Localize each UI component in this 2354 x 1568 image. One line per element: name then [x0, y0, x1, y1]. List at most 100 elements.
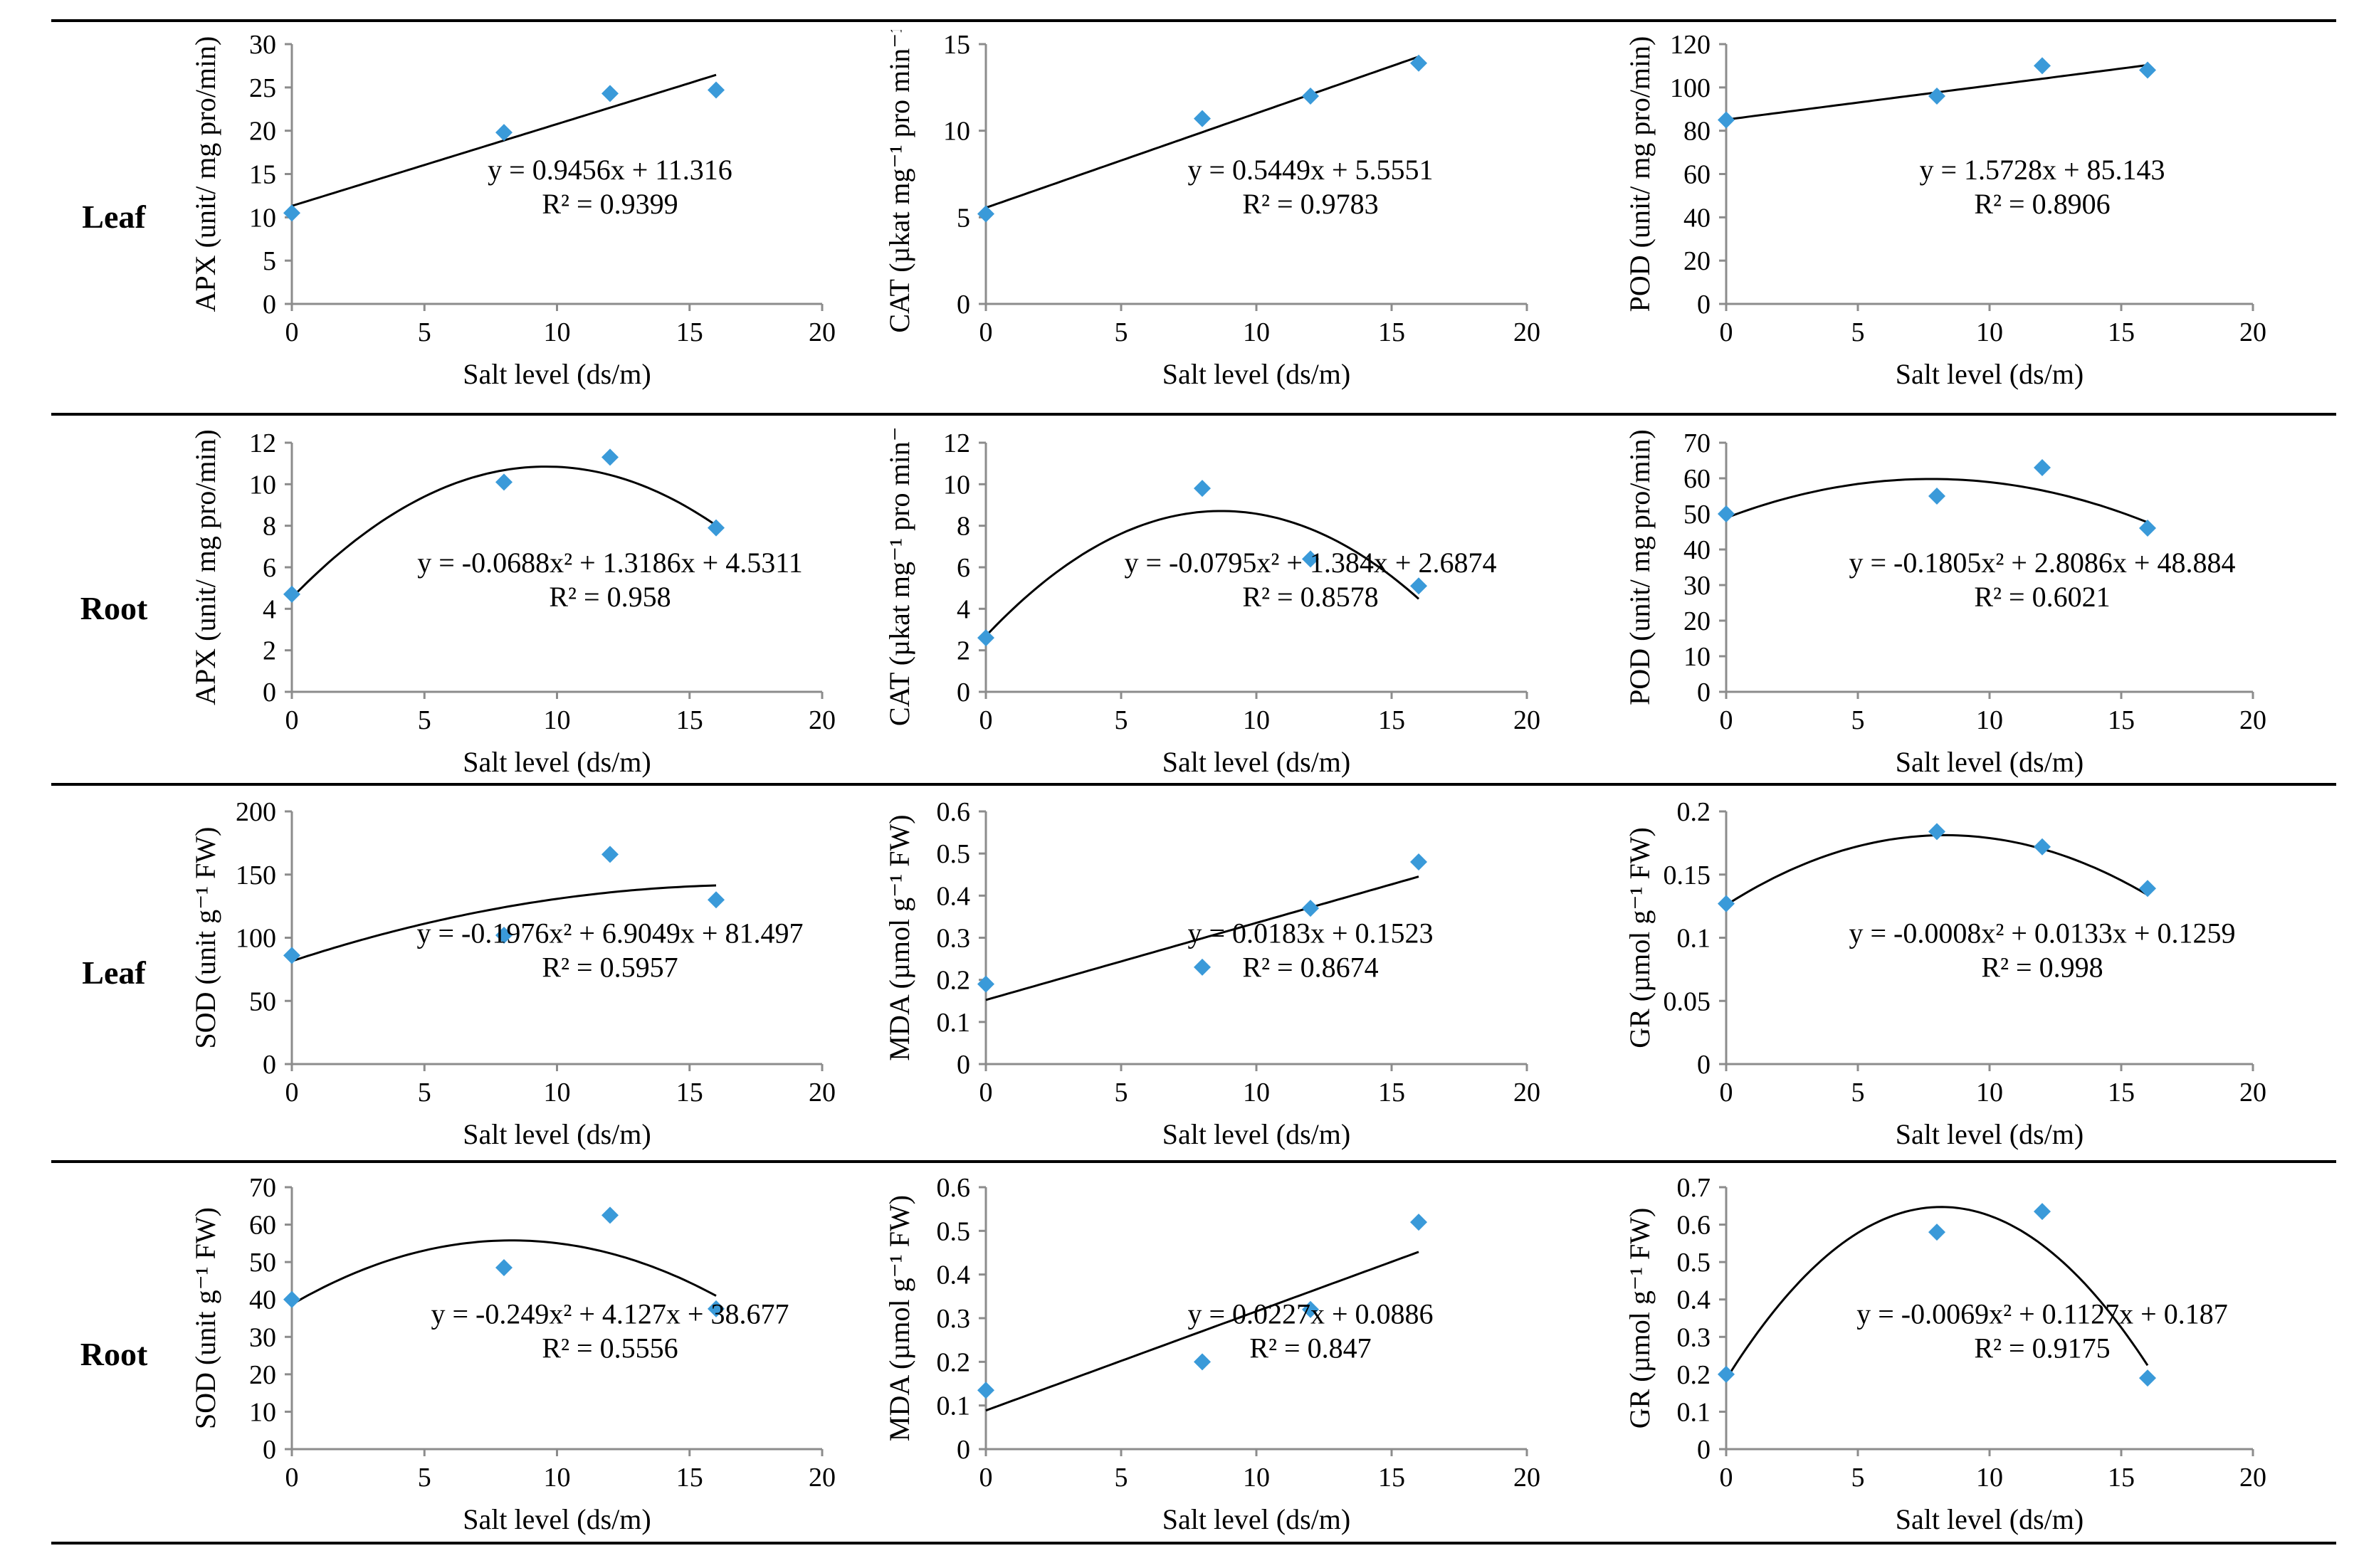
x-tick-label: 0	[1720, 1463, 1733, 1493]
y-tick-label: 50	[1683, 500, 1711, 530]
x-tick-label: 20	[1513, 1463, 1540, 1493]
x-tick-label: 15	[1378, 317, 1405, 347]
x-tick-label: 20	[809, 317, 836, 347]
data-point	[601, 448, 619, 466]
y-axis-title: SOD (unit g⁻¹ FW)	[189, 827, 221, 1049]
x-tick-label: 10	[1976, 1463, 2003, 1493]
x-tick-label: 5	[1115, 1463, 1128, 1493]
data-point	[2139, 61, 2156, 79]
data-point	[2139, 520, 2156, 537]
data-point	[495, 1259, 513, 1277]
data-point	[1302, 900, 1319, 917]
fit-line	[984, 510, 1419, 637]
row-label-root-2: Root	[80, 1336, 148, 1372]
data-point	[495, 473, 513, 491]
x-tick-label: 10	[1976, 317, 2003, 347]
row-label-leaf-1: Leaf	[82, 199, 146, 235]
x-axis-title: Salt level (ds/m)	[1162, 358, 1350, 390]
y-tick-label: 70	[249, 1173, 276, 1203]
x-tick-label: 0	[979, 705, 993, 735]
x-tick-label: 0	[285, 705, 299, 735]
y-axis-title: GR (µmol g⁻¹ FW)	[1624, 827, 1656, 1048]
y-axis-title: APX (unit/ mg pro/min)	[189, 429, 221, 705]
x-axis-title: Salt level (ds/m)	[463, 1118, 651, 1150]
x-tick-label: 5	[418, 705, 431, 735]
x-tick-label: 15	[1378, 1078, 1405, 1107]
fit-equation: y = 0.0227x + 0.0886	[1187, 1298, 1433, 1330]
y-tick-label: 80	[1683, 117, 1711, 147]
y-tick-label: 40	[1683, 535, 1711, 565]
x-tick-label: 5	[418, 317, 431, 347]
y-tick-label: 0	[1697, 678, 1711, 707]
y-tick-label: 70	[1683, 428, 1711, 458]
x-tick-label: 5	[1851, 317, 1865, 347]
fit-r-squared: R² = 0.8674	[1242, 952, 1378, 984]
y-axis-title: POD (unit/ mg pro/min)	[1624, 429, 1656, 705]
x-tick-label: 0	[979, 1078, 993, 1107]
y-tick-label: 0.5	[937, 839, 971, 869]
y-tick-label: 100	[236, 924, 276, 954]
chart-panel-3: 0 2 4 6 8 10 12 0 5 10 15 20 Salt level (ds/m) APX (u…	[189, 428, 836, 778]
fit-equation: y = 0.5449x + 5.5551	[1187, 154, 1433, 186]
data-point	[708, 519, 725, 537]
x-tick-label: 5	[1851, 1078, 1865, 1107]
data-point	[1194, 958, 1211, 976]
data-point	[283, 585, 300, 603]
y-tick-label: 200	[236, 797, 276, 827]
data-point	[1928, 488, 1945, 505]
x-tick-label: 0	[285, 317, 299, 347]
y-tick-label: 0.05	[1664, 986, 1711, 1016]
x-tick-label: 10	[544, 705, 571, 735]
y-tick-label: 8	[263, 512, 276, 542]
fit-line	[1725, 833, 2148, 906]
y-tick-label: 8	[957, 512, 970, 542]
y-tick-label: 0.5	[937, 1216, 971, 1246]
y-tick-label: 0.2	[1677, 1360, 1711, 1390]
x-tick-label: 15	[2108, 1078, 2135, 1107]
y-tick-label: 5	[957, 203, 970, 233]
data-point	[1194, 1353, 1211, 1371]
data-point	[1302, 88, 1319, 105]
x-tick-label: 5	[1851, 705, 1865, 735]
y-tick-label: 0.4	[937, 881, 971, 911]
y-tick-label: 0	[1697, 1435, 1711, 1465]
data-point	[2034, 459, 2051, 476]
x-tick-label: 10	[1243, 1078, 1270, 1107]
data-point	[977, 629, 994, 647]
y-tick-label: 15	[943, 30, 970, 60]
y-tick-label: 0.3	[937, 924, 971, 954]
chart-panel-0: 0 5 10 15 20 25 30 0 5 10 15 20 Salt level (ds/m) APX…	[189, 30, 836, 390]
y-axis-title: CAT (µkat mg⁻¹ pro min⁻¹)	[883, 30, 915, 333]
y-axis-title: POD (unit/ mg pro/min)	[1624, 36, 1656, 312]
y-tick-label: 12	[943, 428, 970, 458]
x-tick-label: 10	[1976, 705, 2003, 735]
y-tick-label: 4	[957, 594, 970, 624]
y-tick-label: 0.5	[1677, 1248, 1711, 1278]
y-tick-label: 0.2	[937, 1347, 971, 1377]
fit-equation: y = 1.5728x + 85.143	[1919, 154, 2165, 186]
data-point	[2034, 838, 2051, 856]
fit-line	[291, 1239, 717, 1305]
y-tick-label: 0	[957, 678, 970, 707]
y-tick-label: 0.4	[937, 1261, 971, 1290]
y-tick-label: 40	[249, 1285, 276, 1315]
y-tick-label: 6	[957, 553, 970, 583]
x-axis-title: Salt level (ds/m)	[1896, 746, 2084, 778]
y-tick-label: 0.2	[1677, 797, 1711, 827]
x-tick-label: 20	[809, 1078, 836, 1107]
y-tick-label: 150	[236, 861, 276, 890]
y-axis-title: MDA (µmol g⁻¹ FW)	[883, 814, 915, 1061]
data-point	[977, 1382, 994, 1399]
x-tick-label: 0	[285, 1078, 299, 1107]
fit-r-squared: R² = 0.847	[1249, 1332, 1371, 1364]
chart-panel-8: 0 0.05 0.1 0.15 0.2 0 5 10 15 20 Salt level (ds/m)…	[1624, 797, 2266, 1150]
data-point	[601, 846, 619, 863]
chart-panel-1: 0 5 10 15 0 5 10 15 20 Salt level (ds/m) CAT (µkat…	[883, 30, 1540, 390]
y-tick-label: 100	[1670, 73, 1711, 103]
chart-panel-2: 0 20 40 60 80 100 120 0 5 10 15 20 Salt level (ds/m)…	[1624, 30, 2266, 390]
fit-r-squared: R² = 0.8578	[1242, 581, 1378, 613]
y-tick-label: 20	[1683, 246, 1711, 276]
fit-line	[290, 465, 717, 599]
y-tick-label: 20	[249, 1360, 276, 1390]
fit-line	[985, 1251, 1419, 1412]
